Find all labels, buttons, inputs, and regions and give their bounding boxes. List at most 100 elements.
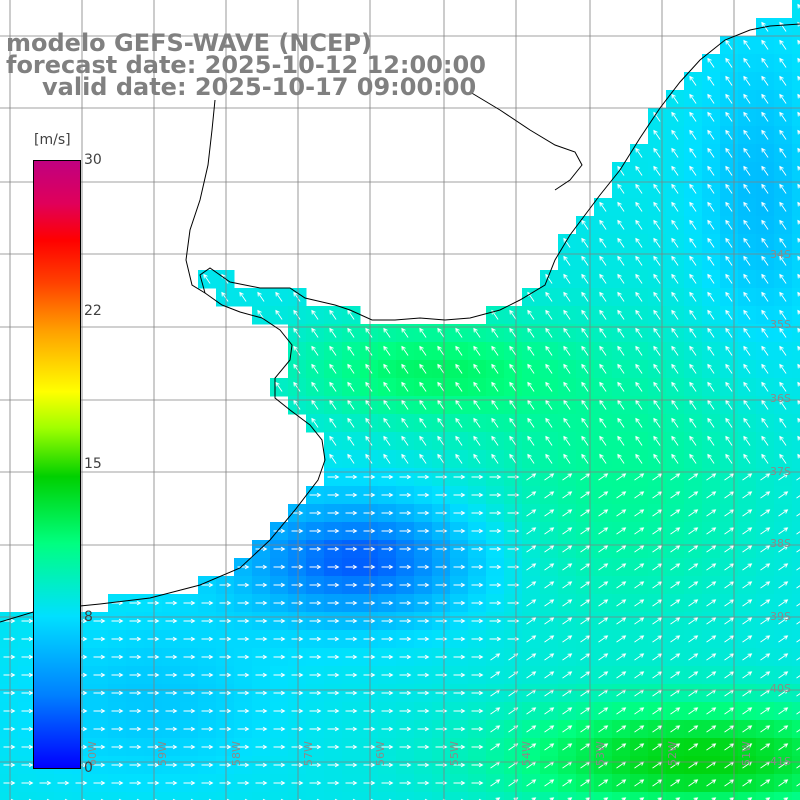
wind-arrow (760, 581, 771, 589)
wind-arrow (671, 201, 679, 212)
wind-arrow (255, 708, 268, 714)
wind-arrow (693, 797, 699, 800)
wind-arrow (419, 363, 427, 374)
wind-arrow (255, 636, 268, 642)
wind-arrow (652, 473, 663, 481)
wind-arrow (707, 453, 715, 464)
wind-arrow (293, 399, 301, 410)
wind-arrow (291, 564, 304, 570)
wind-arrow (635, 291, 643, 302)
wind-arrow (544, 671, 555, 679)
wind-arrow (383, 417, 391, 428)
wind-speed-cell (468, 792, 487, 800)
wind-arrow (580, 599, 591, 607)
wind-arrow (453, 582, 466, 588)
wind-arrow (779, 111, 787, 122)
wind-arrow (347, 435, 355, 446)
wind-arrow (581, 273, 589, 284)
wind-arrow (599, 399, 607, 410)
wind-arrow (707, 435, 715, 446)
wind-arrow (471, 600, 484, 606)
wind-arrow (544, 473, 555, 481)
wind-arrow (563, 273, 571, 284)
wind-speed-cell (396, 792, 415, 800)
wind-arrow (779, 129, 787, 140)
wind-arrow (309, 672, 322, 678)
wind-speed-cell (792, 576, 800, 595)
wind-arrow (381, 780, 394, 786)
wind-arrow (671, 219, 679, 230)
wind-arrow (634, 779, 645, 787)
wind-arrow (797, 309, 800, 315)
wind-arrow (363, 762, 376, 768)
wind-arrow (21, 780, 34, 786)
wind-arrow (347, 417, 355, 428)
wind-arrow (437, 381, 445, 392)
wind-arrow (725, 255, 733, 266)
wind-arrow (345, 726, 358, 732)
wind-arrow (489, 492, 502, 498)
wind-speed-cell (792, 738, 800, 757)
wind-arrow (526, 563, 537, 571)
wind-arrow (471, 708, 484, 714)
wind-speed-cell (792, 756, 800, 775)
wind-arrow (455, 381, 463, 392)
wind-arrow (617, 381, 625, 392)
wind-arrow (327, 708, 340, 714)
wind-arrow (363, 600, 376, 606)
wind-arrow (93, 690, 106, 696)
wind-arrow (419, 327, 427, 338)
wind-arrow (3, 762, 16, 768)
wind-arrow (581, 291, 589, 302)
wind-arrow (381, 726, 394, 732)
wind-arrow (635, 147, 643, 158)
wind-arrow (453, 618, 466, 624)
wind-arrow (311, 399, 319, 410)
wind-arrow (725, 309, 733, 320)
wind-arrow (671, 435, 679, 446)
wind-arrow (675, 797, 681, 800)
wind-arrow (453, 474, 466, 480)
wind-arrow (761, 237, 769, 248)
wind-arrow (491, 381, 499, 392)
wind-arrow (761, 111, 769, 122)
wind-arrow (616, 545, 627, 553)
wind-speed-cell (666, 792, 685, 800)
wind-arrow (327, 546, 340, 552)
wind-arrow (255, 600, 268, 606)
wind-arrow (399, 780, 412, 786)
wind-arrow (490, 671, 501, 679)
wind-arrow (345, 636, 358, 642)
wind-arrow (599, 201, 607, 212)
wind-speed-cell (792, 54, 800, 73)
wind-arrow (327, 780, 340, 786)
wind-arrow (634, 617, 645, 625)
wind-arrow (725, 111, 733, 122)
wind-arrow (760, 743, 771, 751)
wind-arrow (671, 93, 679, 104)
wind-arrow (652, 779, 663, 787)
wind-arrow (273, 654, 286, 660)
wind-speed-cell (792, 702, 800, 721)
wind-arrow (563, 363, 571, 374)
wind-arrow (724, 671, 735, 679)
wind-arrow (237, 762, 250, 768)
wind-arrow (437, 399, 445, 410)
wind-arrow (580, 635, 591, 643)
wind-arrow (671, 237, 679, 248)
wind-arrow (509, 399, 517, 410)
wind-arrow (617, 165, 625, 176)
wind-arrow (760, 707, 771, 715)
wind-arrow (634, 527, 645, 535)
wind-arrow (653, 417, 661, 428)
wind-arrow (309, 708, 322, 714)
wind-arrow (778, 743, 789, 751)
wind-arrow (689, 201, 697, 212)
wind-arrow (563, 453, 571, 464)
wind-arrow (544, 581, 555, 589)
wind-arrow (779, 291, 787, 302)
model-title: modelo GEFS-WAVE (NCEP) (6, 29, 372, 57)
wind-arrow (291, 654, 304, 660)
wind-arrow (689, 75, 697, 86)
wind-arrow (760, 563, 771, 571)
